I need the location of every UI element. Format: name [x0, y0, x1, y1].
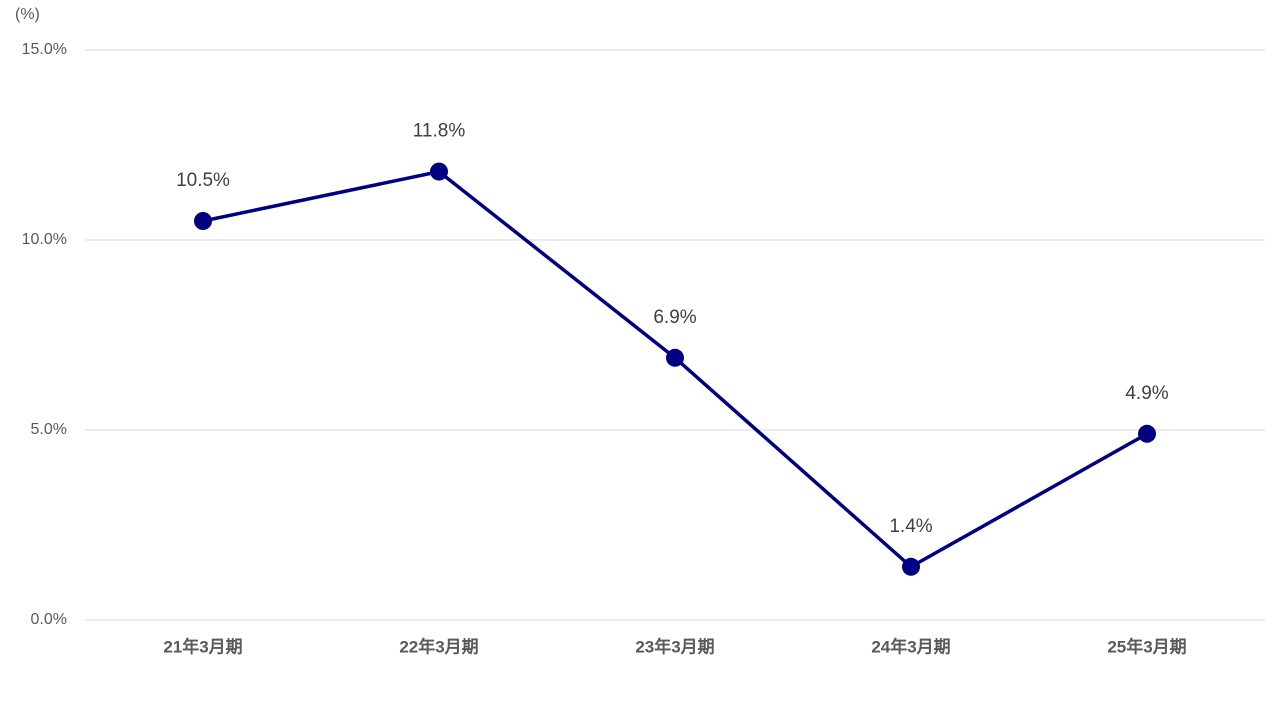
y-tick-label: 10.0%	[22, 231, 67, 248]
value-label: 1.4%	[889, 516, 932, 537]
marker	[902, 557, 920, 576]
y-tick-label: 15.0%	[22, 41, 67, 58]
marker	[1138, 424, 1156, 443]
marker	[666, 348, 684, 367]
x-tick-label: 24年3月期	[871, 636, 950, 656]
x-tick-label: 21年3月期	[163, 636, 242, 656]
value-label: 4.9%	[1125, 383, 1168, 404]
marker	[194, 212, 212, 230]
x-tick-label: 22年3月期	[399, 636, 478, 656]
value-label: 6.9%	[653, 307, 696, 328]
y-tick-label: 0.0%	[31, 611, 67, 628]
x-tick-label: 23年3月期	[635, 636, 714, 656]
marker	[430, 162, 448, 181]
value-label: 10.5%	[176, 170, 230, 191]
value-label: 11.8%	[413, 121, 466, 142]
y-unit-label: (%)	[15, 6, 40, 23]
x-tick-label: 25年3月期	[1107, 636, 1186, 656]
line	[202, 169, 1148, 569]
y-tick-label: 5.0%	[31, 421, 67, 438]
